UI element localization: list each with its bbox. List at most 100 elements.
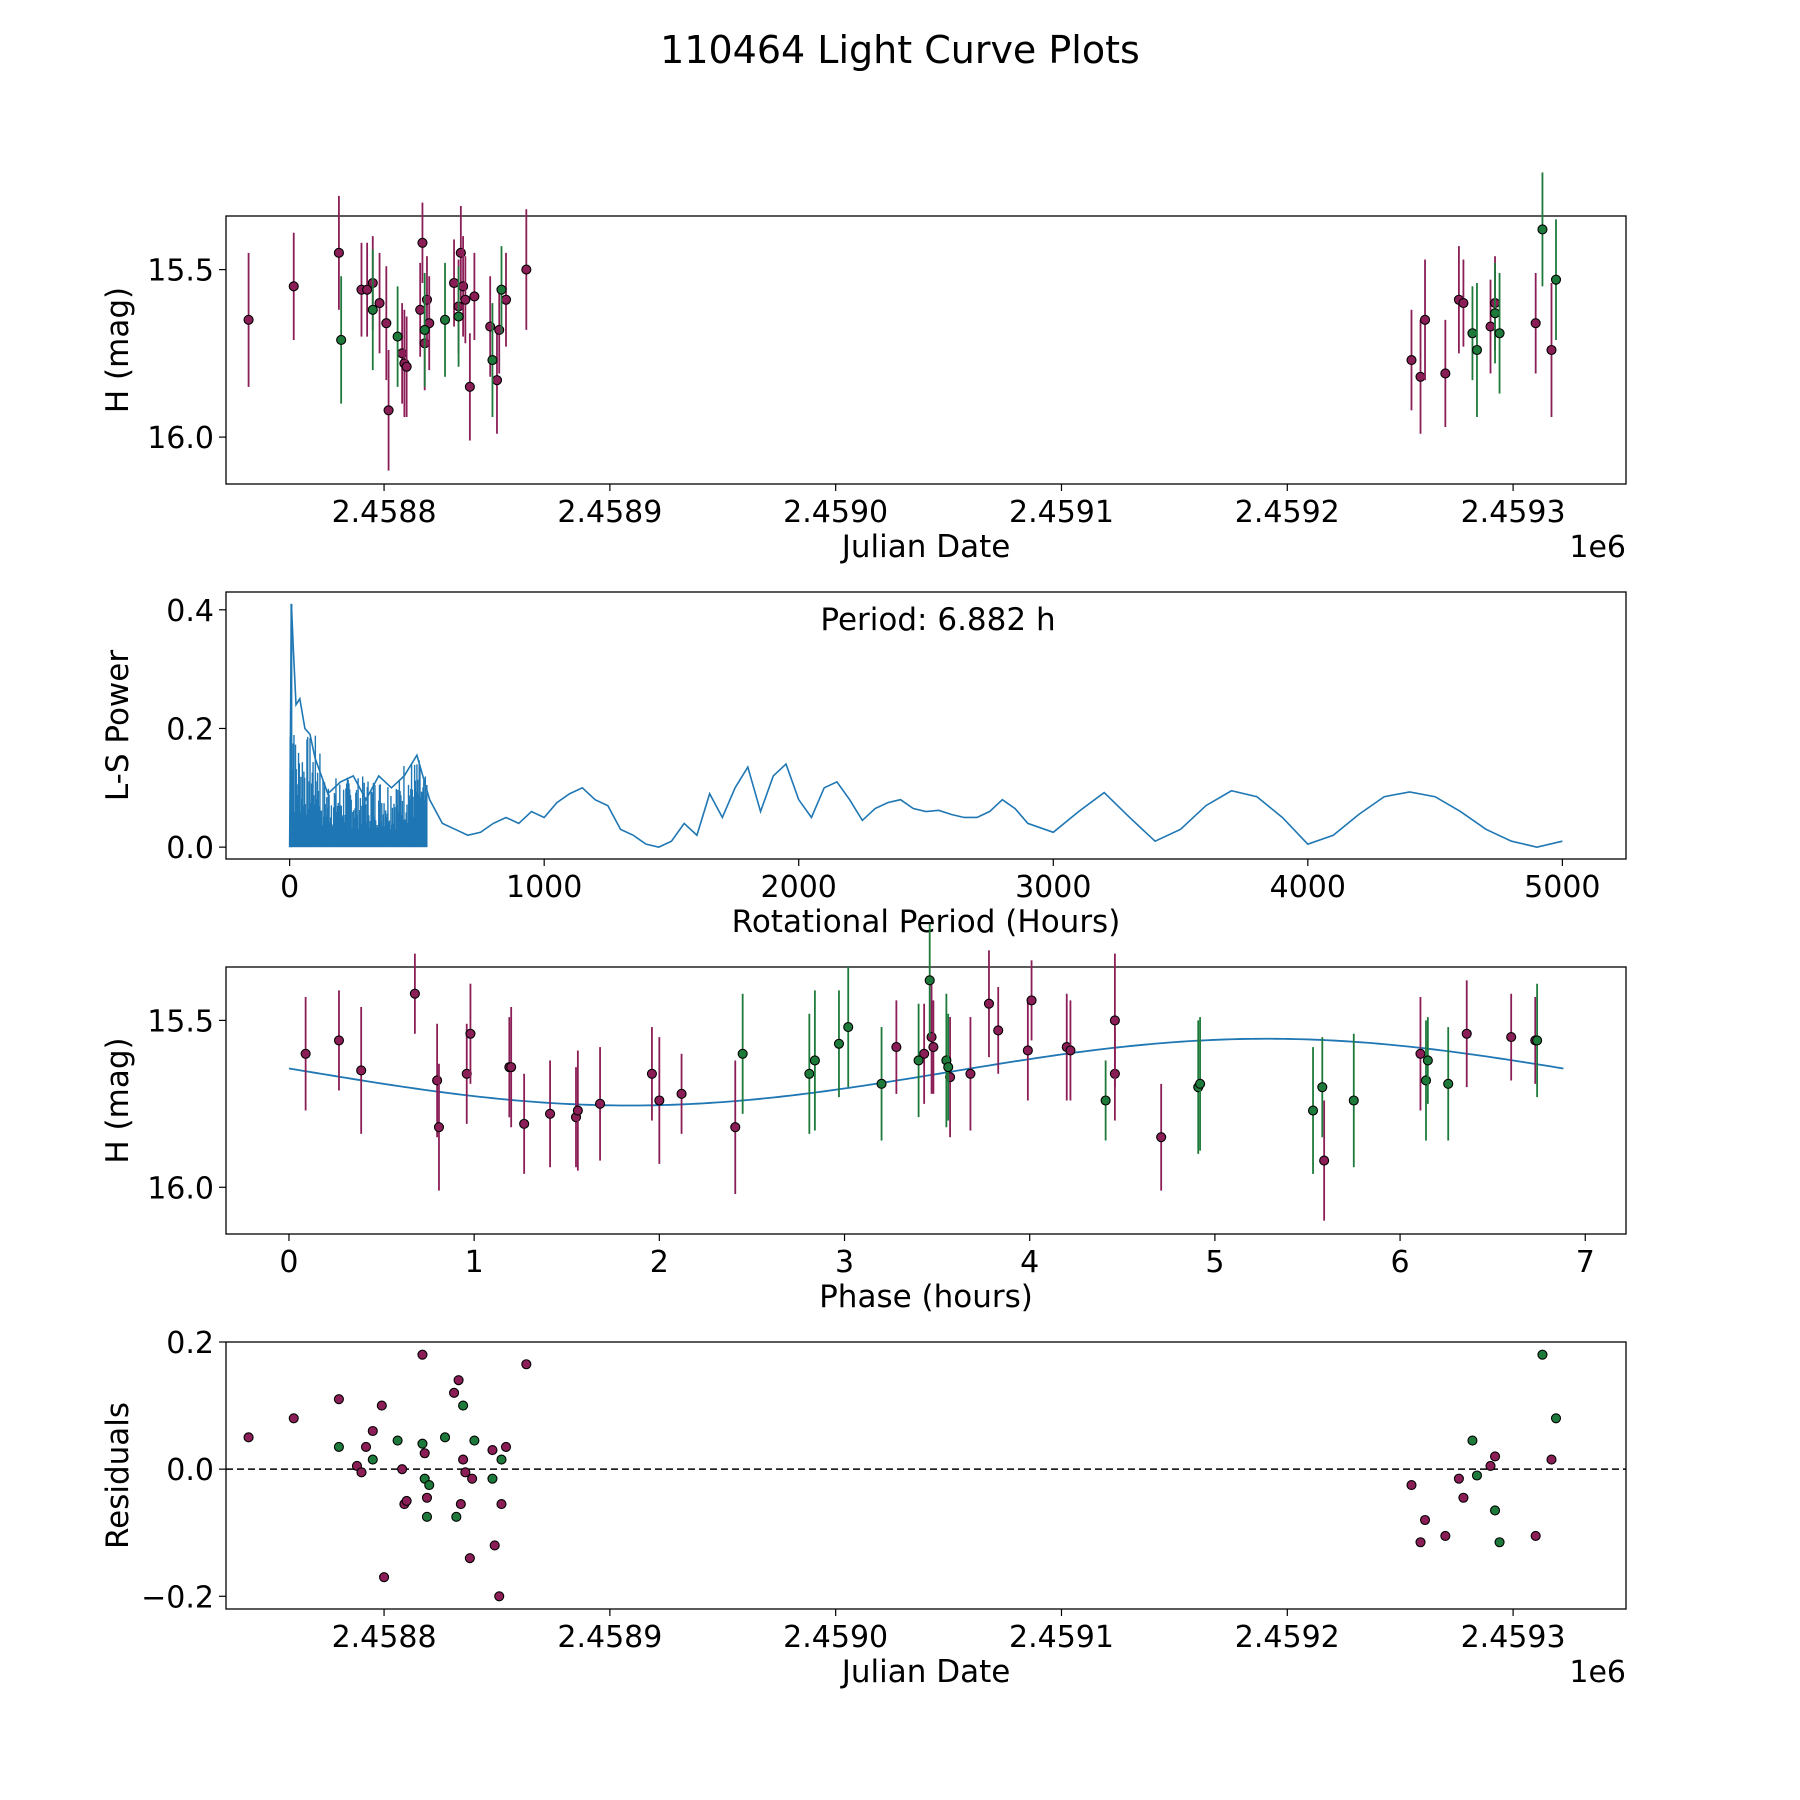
data-point bbox=[1440, 1530, 1451, 1541]
y-axis-label: L-S Power bbox=[100, 650, 136, 801]
data-point bbox=[1471, 1470, 1483, 1481]
data-point bbox=[1415, 1048, 1426, 1059]
data-point bbox=[1546, 344, 1557, 356]
data-point bbox=[432, 1075, 443, 1086]
series-band-A bbox=[243, 1349, 1557, 1602]
data-point bbox=[1532, 1035, 1543, 1046]
x-tick-label: 2.4590 bbox=[783, 495, 888, 530]
data-point bbox=[392, 1435, 403, 1446]
data-point bbox=[730, 1122, 741, 1133]
plot-frame bbox=[225, 215, 1627, 485]
data-point bbox=[1406, 1479, 1417, 1491]
data-point bbox=[449, 277, 460, 289]
data-point bbox=[1485, 1460, 1496, 1472]
x-tick-label: 6 bbox=[1391, 1245, 1410, 1280]
data-point bbox=[1440, 368, 1451, 379]
data-point bbox=[924, 975, 935, 986]
periodogram-panel: 0 1000 2000 3000 4000 5000 0.0 0.2 0.4 Rotational… bbox=[100, 591, 1627, 940]
data-point bbox=[1546, 1454, 1557, 1465]
data-point bbox=[1415, 1537, 1426, 1548]
data-point bbox=[1530, 1530, 1541, 1541]
data-point bbox=[1494, 328, 1505, 339]
data-point bbox=[1494, 1537, 1505, 1548]
y-tick-label: 0.2 bbox=[166, 1326, 214, 1361]
data-point bbox=[333, 247, 344, 258]
y-tick-label: 16.0 bbox=[147, 421, 214, 456]
data-point bbox=[392, 331, 403, 342]
data-point bbox=[360, 1441, 372, 1452]
data-point bbox=[913, 1055, 924, 1066]
periodogram-line bbox=[288, 603, 1563, 848]
x-tick-label: 2.4590 bbox=[783, 1620, 888, 1655]
x-axis-label: Julian Date bbox=[840, 1654, 1011, 1690]
fit-curve bbox=[288, 1037, 1564, 1107]
data-point bbox=[1307, 1105, 1319, 1116]
x-tick-label: 2 bbox=[650, 1245, 669, 1280]
data-point bbox=[243, 1432, 254, 1443]
data-point bbox=[491, 375, 503, 386]
data-point bbox=[1156, 1132, 1167, 1143]
data-point bbox=[464, 1553, 475, 1564]
y-tick-label: 0.4 bbox=[166, 594, 214, 629]
data-point bbox=[453, 1375, 464, 1386]
data-point bbox=[965, 1068, 976, 1079]
data-point bbox=[654, 1095, 665, 1106]
data-point bbox=[458, 1400, 469, 1411]
data-point bbox=[1458, 298, 1469, 309]
data-point bbox=[367, 304, 378, 315]
data-point bbox=[417, 1438, 428, 1449]
y-tick-label: 0.0 bbox=[166, 831, 214, 866]
data-point bbox=[1453, 1473, 1464, 1484]
data-point bbox=[449, 1387, 460, 1398]
data-point bbox=[833, 1038, 845, 1049]
data-point bbox=[804, 1068, 815, 1079]
x-tick-label: 3000 bbox=[1015, 870, 1091, 905]
x-tick-label: 4000 bbox=[1270, 870, 1346, 905]
periodogram-spikes bbox=[289, 727, 428, 848]
data-point bbox=[843, 1022, 854, 1033]
data-point bbox=[300, 1048, 311, 1059]
data-point bbox=[487, 1473, 498, 1484]
data-point bbox=[1100, 1095, 1111, 1106]
data-point bbox=[333, 1441, 344, 1452]
y-tick-label: 15.5 bbox=[147, 1004, 214, 1039]
period-annotation: Period: 6.882 h bbox=[820, 602, 1055, 638]
data-point bbox=[1471, 344, 1483, 356]
y-tick-label: −0.2 bbox=[141, 1580, 214, 1615]
x-tick-label: 2000 bbox=[761, 870, 837, 905]
data-point bbox=[374, 298, 385, 309]
data-point bbox=[926, 1032, 937, 1043]
x-tick-label: 2.4591 bbox=[1009, 1620, 1114, 1655]
data-point bbox=[1026, 995, 1037, 1006]
phased-light-curve-panel: 0 1 2 3 4 5 6 7 16.0 15.5 Phase (hours) H (mag) bbox=[100, 923, 1627, 1315]
data-point bbox=[453, 311, 464, 322]
data-point bbox=[401, 361, 412, 372]
data-point bbox=[1406, 354, 1417, 366]
data-point bbox=[401, 1495, 412, 1506]
data-point bbox=[467, 1473, 478, 1484]
data-point bbox=[383, 405, 394, 416]
data-point bbox=[489, 1540, 500, 1551]
data-point bbox=[1537, 224, 1548, 235]
data-point bbox=[1467, 328, 1478, 339]
x-tick-label: 3 bbox=[835, 1245, 854, 1280]
data-point bbox=[381, 318, 392, 329]
data-point bbox=[469, 1435, 480, 1446]
y-axis-label: Residuals bbox=[100, 1402, 136, 1549]
data-point bbox=[809, 1055, 820, 1066]
x-offset-label: 1e6 bbox=[1569, 1655, 1626, 1690]
data-point bbox=[737, 1048, 748, 1059]
data-point bbox=[500, 294, 512, 305]
data-point bbox=[333, 1035, 345, 1046]
series-band-A bbox=[300, 950, 1541, 1221]
x-tick-label: 1000 bbox=[506, 870, 582, 905]
data-point bbox=[1485, 321, 1496, 332]
data-point bbox=[487, 354, 498, 366]
data-point bbox=[1109, 1015, 1120, 1026]
data-point bbox=[465, 1028, 476, 1039]
x-tick-label: 2.4591 bbox=[1009, 495, 1114, 530]
series-band-B bbox=[737, 923, 1543, 1174]
data-point bbox=[379, 1572, 390, 1583]
data-point bbox=[983, 998, 995, 1009]
